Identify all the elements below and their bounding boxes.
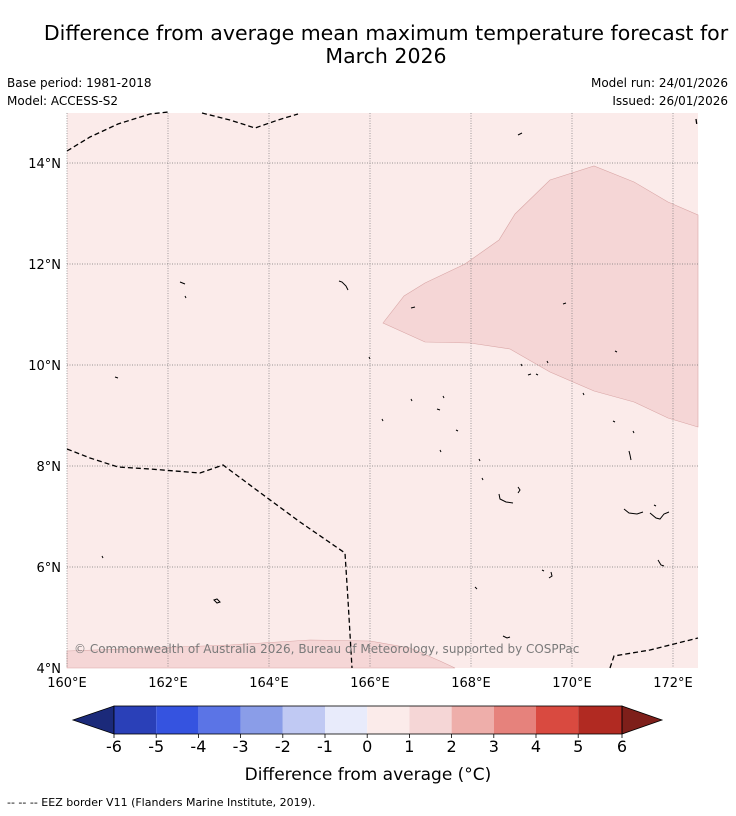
- colorbar-tick: 3: [489, 737, 499, 756]
- colorbar-cell: [367, 706, 410, 734]
- colorbar-tick: -4: [190, 737, 206, 756]
- colorbar-tick: 4: [531, 737, 541, 756]
- anomaly-region-sw: [66, 639, 456, 669]
- y-tick-4: 4°N: [37, 662, 62, 677]
- colorbar-tick: 2: [447, 737, 457, 756]
- colorbar-tick: 0: [362, 737, 372, 756]
- meta-left: Base period: 1981-2018 Model: ACCESS-S2: [7, 74, 152, 110]
- map-title: Difference from average mean maximum tem…: [0, 22, 736, 68]
- colorbar-tick: -5: [148, 737, 164, 756]
- colorbar-cell: [409, 706, 452, 734]
- colorbar-tick: -1: [317, 737, 333, 756]
- colorbar-cell: [325, 706, 368, 734]
- colorbar-label: Difference from average (°C): [245, 765, 492, 785]
- x-tick-164: 164°E: [249, 676, 289, 691]
- colorbar-cell: [282, 706, 325, 734]
- base-period: Base period: 1981-2018: [7, 76, 152, 90]
- y-tick-10: 10°N: [28, 359, 61, 374]
- x-tick-172: 172°E: [653, 676, 693, 691]
- colorbar-high-arrow: [621, 705, 664, 735]
- colorbar: -6 -5 -4 -3 -2 -1 0 1 2 3 4 5 6 Differen…: [71, 705, 664, 785]
- colorbar-tick: -2: [275, 737, 291, 756]
- colorbar-tick: 5: [573, 737, 583, 756]
- y-tick-14: 14°N: [28, 157, 61, 172]
- eez-legend-note: -- -- -- EEZ border V11 (Flanders Marine…: [7, 796, 316, 809]
- colorbar-cell: [493, 706, 536, 734]
- x-tick-162: 162°E: [148, 676, 188, 691]
- copyright-notice: © Commonwealth of Australia 2026, Bureau…: [74, 642, 579, 656]
- model-run: Model run: 24/01/2026: [590, 76, 728, 90]
- y-tick-6: 6°N: [37, 561, 62, 576]
- island-coastlines: [101, 132, 670, 639]
- meta-right: Model run: 24/01/2026 Issued: 26/01/2026: [591, 74, 728, 110]
- colorbar-tick: 6: [617, 737, 627, 756]
- y-tick-12: 12°N: [28, 258, 61, 273]
- title-line-1: Difference from average mean maximum tem…: [43, 21, 729, 45]
- colorbar-tick: -3: [233, 737, 249, 756]
- title-line-2: March 2026: [325, 44, 447, 68]
- gridlines: [66, 113, 698, 668]
- y-axis-labels: 4°N 6°N 8°N 10°N 12°N 14°N: [28, 157, 61, 677]
- colorbar-ticks: [113, 734, 623, 738]
- x-tick-166: 166°E: [350, 676, 390, 691]
- x-tick-170: 170°E: [552, 676, 592, 691]
- colorbar-low-arrow: [71, 705, 115, 735]
- x-tick-168: 168°E: [451, 676, 491, 691]
- colorbar-frame: [113, 705, 623, 735]
- colorbar-cell: [536, 706, 579, 734]
- colorbar-cell: [240, 706, 283, 734]
- eez-borders: [66, 111, 699, 669]
- colorbar-tick: 1: [404, 737, 414, 756]
- colorbar-cell: [578, 706, 622, 734]
- colorbar-cell: [451, 706, 494, 734]
- y-tick-8: 8°N: [37, 460, 62, 475]
- colorbar-tick: -6: [106, 737, 122, 756]
- colorbar-cell: [114, 706, 157, 734]
- x-axis-labels: 160°E 162°E 164°E 166°E 168°E 170°E 172°…: [47, 676, 693, 691]
- x-tick-160: 160°E: [47, 676, 87, 691]
- colorbar-cell: [198, 706, 241, 734]
- colorbar-cell: [156, 706, 199, 734]
- anomaly-region-ne: [382, 165, 699, 428]
- issued-date: Issued: 26/01/2026: [612, 94, 728, 108]
- model-name: Model: ACCESS-S2: [7, 94, 119, 108]
